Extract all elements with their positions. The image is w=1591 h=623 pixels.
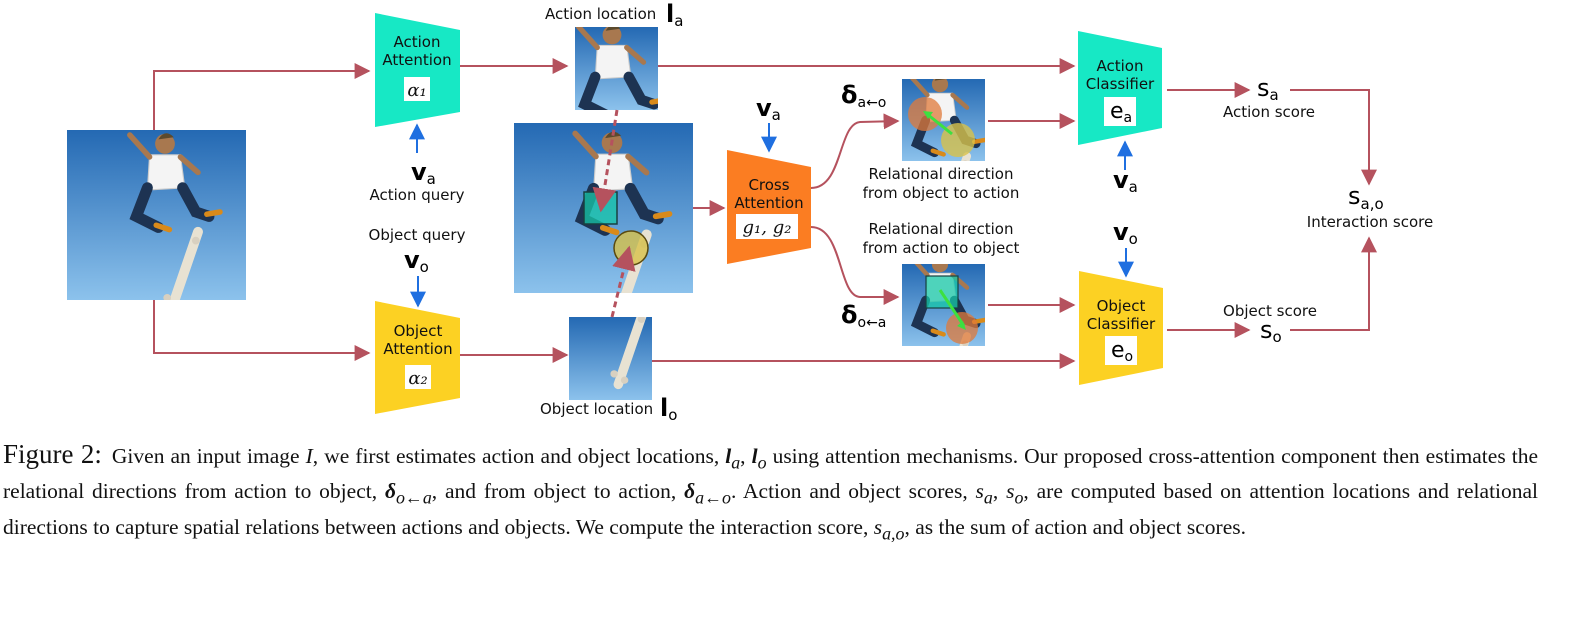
action-classifier-block: Action Classifier ea [1078,31,1162,145]
action-attention-line1: Action [394,33,441,51]
arrow-sa-to-interaction [1290,89,1377,186]
caption-sa-sub: a [983,487,993,508]
object-classifier-line2: Classifier [1087,315,1156,333]
dashed-link-object [610,245,636,318]
caption-lo-sub: o [757,452,767,473]
rel-direction-image-2 [902,264,985,346]
rel-obj-to-act-line1: Relational direction [869,165,1014,183]
caption-so-sub: o [1014,487,1024,508]
arrow-input-to-action-attention [153,63,371,130]
rel-direction-image-1 [902,79,985,161]
caption-text-5: . Action and object scores, [730,479,976,504]
object-location-symbol: lo [660,394,677,424]
caption-la: l [725,444,732,468]
rel-arrow-object-to-action [926,112,953,136]
delta-o-a-symbol: δo←a [841,301,886,331]
ea-symbol: ea [1110,99,1132,126]
caption-la-sub: a [731,452,741,473]
action-attention-block: Action Attention α₁ [375,13,460,127]
input-image [67,130,246,300]
so-symbol: so [1260,316,1282,346]
caption-text-6: , are computed based on attention locati… [3,479,1539,539]
action-location-image [575,27,658,110]
object-query-symbol: vo [404,246,429,276]
arrow-so-to-interaction [1290,236,1377,331]
object-attention-line2: Attention [383,340,452,358]
caption-sep-1: , [740,444,752,468]
action-score-label: Action score [1223,103,1315,121]
action-location-symbol: la [666,0,683,30]
dashed-link-action [592,109,619,213]
caption-sa: s [975,479,984,504]
action-query-label: Action query [369,186,464,204]
caption-text-3: using attention mechanisms. Our proposed… [3,444,1538,504]
caption-text-2: , we first estimates action and object l… [312,444,726,468]
caption-delta-2-sub: a←o [695,487,731,508]
object-classifier-line1: Object [1097,297,1146,315]
action-query-symbol: va [411,158,436,188]
figure-label: Figure 2: [3,439,102,469]
caption-text-4: , and from object to action, [431,479,685,504]
architecture-diagram: Action Attention α₁ va Action query Obje… [67,0,1433,424]
action-attention-line2: Attention [382,51,451,69]
object-classifier-block: Object Classifier eo [1079,271,1163,385]
delta-a-o-symbol: δa←o [841,81,886,111]
cross-attention-line2: Attention [734,194,803,212]
action-classifier-line2: Classifier [1086,75,1155,93]
alpha1-symbol: α₁ [407,80,426,101]
action-location-label: Action location [545,5,656,23]
object-score-label: Object score [1223,302,1317,320]
caption-text-1: Given an input image [111,444,306,468]
figure-caption: Figure 2: Given an input image I, we firs… [3,440,1538,548]
classifier-vo-symbol: vo [1113,218,1138,248]
sao-symbol: sa,o [1348,182,1384,213]
caption-I: I [305,444,313,468]
caption-delta-2: δ [684,479,696,504]
caption-text-7: , as the sum of action and object scores… [904,514,1246,539]
rel-act-to-obj-line2: from action to object [863,239,1020,257]
interaction-score-label: Interaction score [1307,213,1433,231]
caption-delta-1: δ [384,479,396,504]
caption-lo: l [751,444,758,468]
eo-symbol: eo [1111,338,1133,365]
caption-sep-2: , [992,479,1007,504]
rel-obj-to-act-line2: from object to action [863,184,1020,202]
object-attention-line1: Object [394,322,443,340]
action-classifier-line1: Action [1097,57,1144,75]
sa-symbol: sa [1257,74,1279,104]
action-region-box [583,191,618,225]
g1-g2-symbol: g₁, g₂ [743,217,792,238]
arrow-input-to-object-attention [153,300,371,361]
cross-attention-block: Cross Attention g₁, g₂ [727,150,811,264]
center-image [514,123,693,293]
object-region-circle [613,230,649,266]
caption-so: s [1006,479,1015,504]
cross-query-symbol: va [756,94,781,124]
caption-sao-sub: a,o [882,522,905,543]
rel-act-to-obj-line1: Relational direction [869,220,1014,238]
classifier-va-symbol: va [1113,166,1138,196]
object-attention-block: Object Attention α₂ [375,301,460,414]
arrow-cross-to-rel1 [810,113,900,189]
object-location-label: Object location [540,400,653,418]
rel-arrow-action-to-object [938,289,966,327]
flow-arrows [153,58,1377,369]
alpha2-symbol: α₂ [408,368,427,389]
arrow-cross-to-rel2 [810,226,900,305]
caption-delta-1-sub: o←a [395,487,432,508]
object-location-image [569,317,652,400]
caption-sao: s [873,514,883,539]
object-query-label: Object query [369,226,466,244]
cross-attention-line1: Cross [748,176,789,194]
